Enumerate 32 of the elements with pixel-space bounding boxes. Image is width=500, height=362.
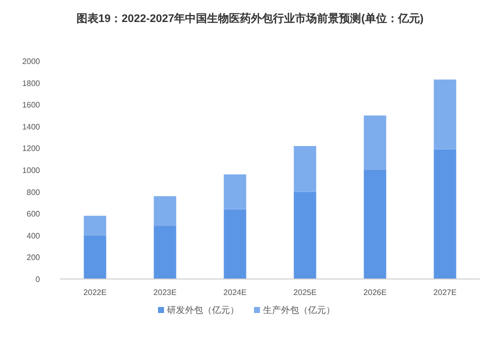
bar [364, 116, 386, 170]
y-tick-label: 600 [26, 210, 41, 219]
y-tick-label: 200 [26, 253, 41, 262]
x-tick-label: 2022E [83, 288, 107, 297]
y-tick-label: 400 [26, 231, 41, 240]
chart-title: 图表19：2022-2027年中国生物医药外包行业市场前景预测(单位：亿元) [76, 12, 424, 25]
bar [84, 235, 106, 279]
bar [154, 226, 176, 279]
y-tick-label: 1000 [22, 166, 41, 175]
x-tick-label: 2026E [363, 288, 387, 297]
bar [294, 146, 316, 192]
bar [84, 216, 106, 236]
legend-label: 生产外包（亿元） [263, 305, 335, 315]
y-tick-label: 1200 [22, 144, 41, 154]
y-tick-label: 1800 [22, 78, 41, 88]
x-tick-label: 2024E [223, 288, 247, 297]
bar [434, 80, 456, 150]
y-tick-label: 0 [36, 275, 41, 284]
y-tick-label: 1400 [22, 122, 41, 132]
bar [224, 209, 246, 279]
y-tick-label: 800 [26, 188, 41, 197]
bar [294, 192, 316, 279]
y-tick-label: 1600 [22, 100, 41, 110]
bar [154, 196, 176, 226]
bar [224, 174, 246, 210]
x-tick-label: 2027E [433, 288, 457, 297]
y-tick-label: 2000 [22, 57, 41, 66]
x-tick-label: 2023E [153, 288, 177, 297]
bar [434, 149, 456, 279]
bar [364, 170, 386, 279]
legend-label: 研发外包（亿元） [167, 305, 239, 315]
x-tick-label: 2025E [293, 288, 317, 297]
